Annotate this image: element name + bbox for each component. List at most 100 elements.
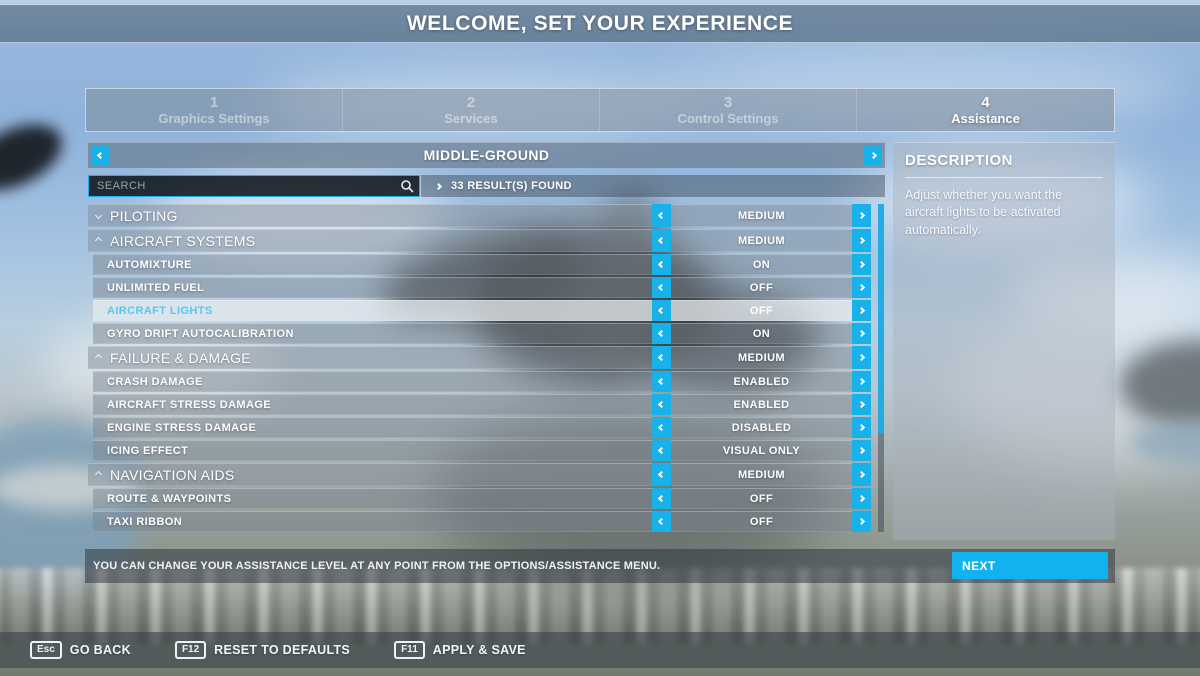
setting-value: OFF bbox=[749, 515, 774, 528]
decrease-button[interactable] bbox=[652, 371, 671, 392]
increase-button[interactable] bbox=[852, 488, 871, 509]
step-label: Assistance bbox=[951, 110, 1020, 126]
setting-row-aircraft-lights[interactable]: AIRCRAFT LIGHTS OFF bbox=[93, 300, 871, 321]
increase-button[interactable] bbox=[852, 323, 871, 344]
chevron-left-icon bbox=[657, 236, 666, 245]
setting-row-gyro-drift-autocalibration[interactable]: GYRO DRIFT AUTOCALIBRATION ON bbox=[93, 323, 871, 344]
setting-row-route-waypoints[interactable]: ROUTE & WAYPOINTS OFF bbox=[93, 488, 871, 509]
setting-label: UNLIMITED FUEL bbox=[107, 281, 205, 294]
step-tab-services[interactable]: 2 Services bbox=[343, 89, 600, 131]
chevron-right-icon bbox=[857, 211, 866, 220]
decrease-button[interactable] bbox=[652, 463, 671, 486]
decrease-button[interactable] bbox=[652, 277, 671, 298]
step-number: 3 bbox=[723, 93, 733, 111]
preset-prev-button[interactable] bbox=[91, 145, 109, 165]
value-selector: ENABLED bbox=[652, 394, 871, 415]
increase-button[interactable] bbox=[852, 346, 871, 369]
chevron-right-icon bbox=[857, 470, 866, 479]
step-number: 2 bbox=[466, 93, 476, 111]
increase-button[interactable] bbox=[852, 277, 871, 298]
increase-button[interactable] bbox=[852, 371, 871, 392]
command-apply-save[interactable]: F11 APPLY & SAVE bbox=[394, 641, 526, 659]
step-label: Services bbox=[444, 110, 498, 126]
setting-row-engine-stress-damage[interactable]: ENGINE STRESS DAMAGE DISABLED bbox=[93, 417, 871, 438]
search-input[interactable] bbox=[89, 176, 419, 196]
chevron-right-icon bbox=[857, 260, 866, 269]
increase-button[interactable] bbox=[852, 394, 871, 415]
increase-button[interactable] bbox=[852, 300, 871, 321]
cockpit-frame-shape bbox=[0, 111, 72, 204]
chevron-left-icon bbox=[657, 377, 666, 386]
decrease-button[interactable] bbox=[652, 300, 671, 321]
increase-button[interactable] bbox=[852, 417, 871, 438]
chevron-right-icon bbox=[857, 377, 866, 386]
step-tab-graphics-settings[interactable]: 1 Graphics Settings bbox=[86, 89, 343, 131]
divider bbox=[905, 177, 1103, 178]
setting-row-taxi-ribbon[interactable]: TAXI RIBBON OFF bbox=[93, 511, 871, 532]
chevron-right-icon bbox=[869, 151, 877, 159]
step-label: Graphics Settings bbox=[158, 110, 270, 126]
chevron-right-icon bbox=[857, 446, 866, 455]
setting-row-automixture[interactable]: AUTOMIXTURE ON bbox=[93, 254, 871, 275]
setting-row-navigation-aids[interactable]: NAVIGATION AIDS MEDIUM bbox=[88, 463, 871, 486]
value-selector: VISUAL ONLY bbox=[652, 440, 871, 461]
increase-button[interactable] bbox=[852, 229, 871, 252]
decrease-button[interactable] bbox=[652, 511, 671, 532]
step-number: 1 bbox=[209, 93, 219, 111]
command-reset-to-defaults[interactable]: F12 RESET TO DEFAULTS bbox=[174, 641, 350, 659]
scrollbar[interactable] bbox=[878, 204, 884, 532]
preset-next-button[interactable] bbox=[864, 145, 882, 165]
setting-value: ON bbox=[752, 327, 771, 340]
setting-row-icing-effect[interactable]: ICING EFFECT VISUAL ONLY bbox=[93, 440, 871, 461]
value-selector: DISABLED bbox=[652, 417, 871, 438]
description-title: DESCRIPTION bbox=[905, 152, 1014, 169]
expand-icon bbox=[94, 211, 103, 220]
decrease-button[interactable] bbox=[652, 417, 671, 438]
decrease-button[interactable] bbox=[652, 323, 671, 344]
decrease-button[interactable] bbox=[652, 394, 671, 415]
step-label: Control Settings bbox=[677, 110, 779, 126]
setting-row-crash-damage[interactable]: CRASH DAMAGE ENABLED bbox=[93, 371, 871, 392]
setting-row-aircraft-stress-damage[interactable]: AIRCRAFT STRESS DAMAGE ENABLED bbox=[93, 394, 871, 415]
command-label: APPLY & SAVE bbox=[432, 643, 526, 657]
preset-value: MIDDLE-GROUND bbox=[423, 147, 550, 163]
increase-button[interactable] bbox=[852, 204, 871, 227]
settings-list: PILOTING MEDIUM AIRCRAFT SYSTEMS MEDIUM … bbox=[88, 204, 871, 534]
chevron-left-icon bbox=[657, 446, 666, 455]
setting-row-piloting[interactable]: PILOTING MEDIUM bbox=[88, 204, 871, 227]
chevron-left-icon bbox=[657, 283, 666, 292]
chevron-left-icon bbox=[657, 329, 666, 338]
command-go-back[interactable]: Esc GO BACK bbox=[30, 641, 131, 659]
next-button[interactable]: NEXT bbox=[952, 552, 1108, 579]
value-selector: MEDIUM bbox=[652, 463, 871, 486]
decrease-button[interactable] bbox=[652, 204, 671, 227]
decrease-button[interactable] bbox=[652, 346, 671, 369]
value-selector: ENABLED bbox=[652, 371, 871, 392]
increase-button[interactable] bbox=[852, 511, 871, 532]
increase-button[interactable] bbox=[852, 440, 871, 461]
cloud-shape bbox=[1010, 250, 1200, 330]
preset-selector: MIDDLE-GROUND bbox=[88, 142, 885, 168]
decrease-button[interactable] bbox=[652, 440, 671, 461]
setting-value: MEDIUM bbox=[737, 468, 785, 481]
scrollbar-thumb[interactable] bbox=[878, 204, 884, 433]
decrease-button[interactable] bbox=[652, 488, 671, 509]
chevron-left-icon bbox=[657, 400, 666, 409]
decrease-button[interactable] bbox=[652, 229, 671, 252]
setting-row-failure-damage[interactable]: FAILURE & DAMAGE MEDIUM bbox=[88, 346, 871, 369]
step-tab-control-settings[interactable]: 3 Control Settings bbox=[600, 89, 857, 131]
setting-value: VISUAL ONLY bbox=[722, 444, 801, 457]
value-selector: MEDIUM bbox=[652, 229, 871, 252]
increase-button[interactable] bbox=[852, 254, 871, 275]
step-tab-assistance[interactable]: 4 Assistance bbox=[857, 89, 1114, 131]
decrease-button[interactable] bbox=[652, 254, 671, 275]
setting-row-aircraft-systems[interactable]: AIRCRAFT SYSTEMS MEDIUM bbox=[88, 229, 871, 252]
increase-button[interactable] bbox=[852, 463, 871, 486]
cloud-shape bbox=[850, 150, 1150, 250]
chevron-right-icon bbox=[857, 283, 866, 292]
value-selector: MEDIUM bbox=[652, 346, 871, 369]
results-chevron-icon bbox=[434, 182, 443, 190]
setting-row-unlimited-fuel[interactable]: UNLIMITED FUEL OFF bbox=[93, 277, 871, 298]
description-body: Adjust whether you want the aircraft lig… bbox=[905, 188, 1063, 237]
chevron-left-icon bbox=[657, 353, 666, 362]
